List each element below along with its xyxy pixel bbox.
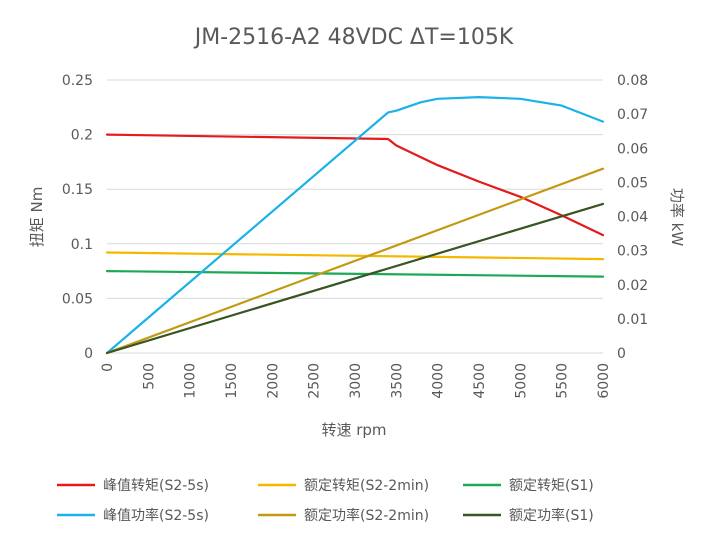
series-lines bbox=[105, 95, 605, 355]
series-line-6 bbox=[105, 202, 605, 355]
legend-label: 额定转矩(S2-2min) bbox=[304, 478, 429, 494]
y-left-tick-label: 0 bbox=[84, 346, 93, 362]
y-right-tick-label: 0.05 bbox=[617, 175, 648, 191]
legend-label: 额定功率(S1) bbox=[509, 507, 594, 524]
legend-label: 峰值功率(S2-5s) bbox=[103, 507, 209, 524]
x-tick-label: 4000 bbox=[431, 363, 447, 399]
x-tick-label: 0 bbox=[100, 363, 116, 372]
y-left-tick-label: 0.25 bbox=[62, 73, 93, 89]
x-tick-label: 5500 bbox=[555, 363, 571, 399]
y-right-tick-label: 0.03 bbox=[617, 244, 648, 260]
series-line-5 bbox=[105, 167, 605, 355]
y-right-tick-label: 0.02 bbox=[617, 278, 648, 294]
x-tick-label: 1500 bbox=[224, 363, 240, 399]
chart-title: JM-2516-A2 48VDC ΔT=105K bbox=[193, 25, 514, 50]
x-tick-label: 3000 bbox=[348, 363, 364, 399]
x-tick-label: 500 bbox=[141, 363, 157, 390]
y-left-tick-label: 0.05 bbox=[62, 291, 93, 307]
y-right-tick-label: 0.04 bbox=[617, 210, 648, 226]
x-tick-label: 2000 bbox=[265, 363, 281, 399]
x-tick-label: 5000 bbox=[513, 363, 529, 399]
x-tick-label: 3500 bbox=[389, 363, 405, 399]
legend-label: 额定功率(S2-2min) bbox=[304, 507, 429, 524]
grid-lines bbox=[107, 79, 603, 354]
legend-label: 额定转矩(S1) bbox=[509, 478, 594, 494]
legend-label: 峰值转矩(S2-5s) bbox=[103, 478, 209, 494]
y-right-tick-label: 0.07 bbox=[617, 107, 648, 123]
y-left-tick-label: 0.15 bbox=[62, 182, 93, 198]
y-left-tick-label: 0.2 bbox=[71, 128, 93, 144]
x-tick-label: 1000 bbox=[183, 363, 199, 399]
axis-ticks: 0 0.05 0.1 0.15 0.2 0.25 0 0.01 0.02 0.03 0.04 0.05… bbox=[62, 73, 648, 399]
y-left-tick-label: 0.1 bbox=[71, 237, 93, 253]
series-line-3 bbox=[105, 270, 605, 278]
y-right-tick-label: 0 bbox=[617, 346, 626, 362]
series-line-2 bbox=[105, 251, 605, 261]
legend: 峰值转矩(S2-5s) 额定转矩(S2-2min) 额定转矩(S1) 峰值功率(S2-… bbox=[57, 478, 594, 524]
y-axis-right-label: 功率 kW bbox=[668, 188, 686, 246]
x-tick-label: 2500 bbox=[307, 363, 323, 399]
y-right-tick-label: 0.06 bbox=[617, 141, 648, 157]
series-line-1 bbox=[105, 133, 605, 237]
x-tick-label: 4500 bbox=[472, 363, 488, 399]
y-right-tick-label: 0.01 bbox=[617, 312, 648, 328]
y-right-tick-label: 0.08 bbox=[617, 73, 648, 89]
x-axis-label: 转速 rpm bbox=[321, 421, 386, 439]
x-tick-label: 6000 bbox=[596, 363, 612, 399]
series-line-4 bbox=[105, 95, 605, 355]
y-axis-left-label: 扭矩 Nm bbox=[28, 187, 46, 248]
